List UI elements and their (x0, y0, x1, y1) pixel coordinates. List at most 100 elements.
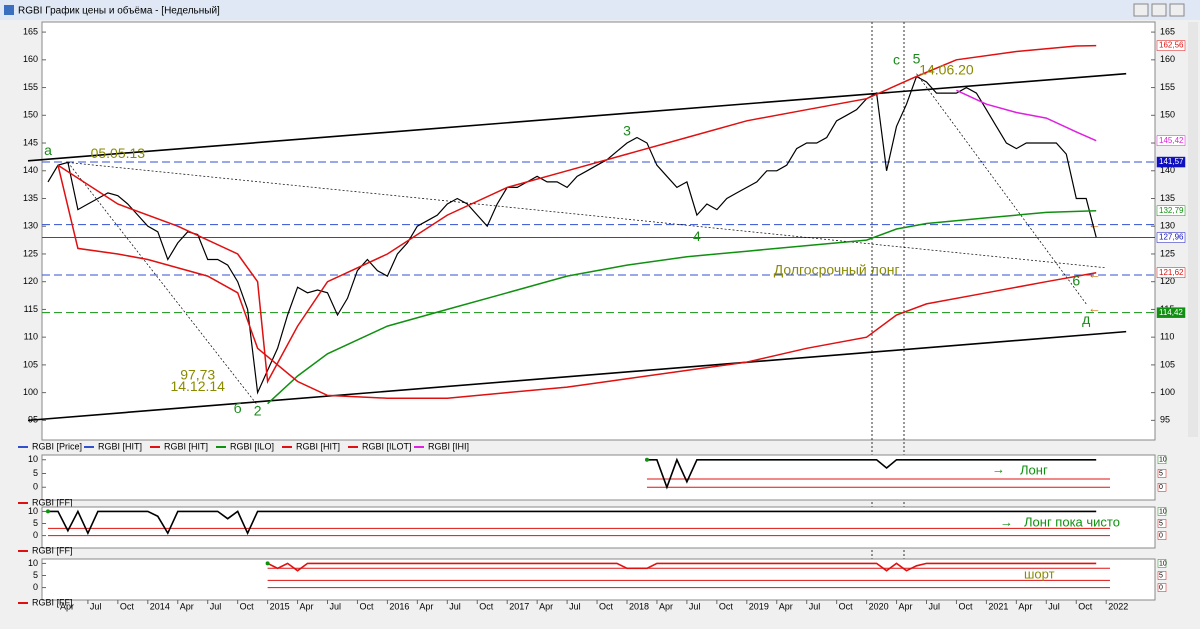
y-tick-label: 165 (23, 26, 38, 36)
y-tick-label: 135 (1160, 193, 1175, 203)
x-tick-label: Jul (809, 601, 821, 611)
value-box-label: 0 (1159, 584, 1163, 591)
y-tick-label: 155 (1160, 82, 1175, 92)
annotation: а (44, 142, 52, 158)
value-box (1157, 507, 1167, 516)
x-tick-label: Oct (120, 601, 135, 611)
x-tick-label: 2022 (1108, 601, 1128, 611)
value-box-label: 0 (1159, 484, 1163, 491)
y-tick-label: 125 (23, 248, 38, 258)
x-tick-label: Apr (419, 601, 433, 611)
value-box-label: 5 (1159, 470, 1163, 477)
annotation: 97,73 (180, 367, 215, 383)
series-line (57, 165, 1097, 399)
x-tick-label: Oct (958, 601, 973, 611)
annotation: д (1082, 311, 1090, 327)
y-tick-label: 0 (33, 482, 38, 492)
x-tick-label: Oct (839, 601, 854, 611)
panel-label: шорт (1024, 566, 1055, 581)
x-tick-label: 2021 (988, 601, 1008, 611)
value-box (1157, 531, 1167, 540)
annotation: 5 (913, 51, 921, 67)
x-tick-label: Apr (659, 601, 673, 611)
y-tick-label: 120 (1160, 276, 1175, 286)
y-tick-label: 110 (1160, 332, 1174, 342)
x-tick-label: Apr (779, 601, 793, 611)
legend-label: RGBI [ILO] (230, 441, 274, 451)
value-box (1157, 583, 1167, 592)
y-tick-label: 5 (33, 518, 38, 528)
trend-line (27, 330, 1127, 422)
x-tick-label: Oct (1078, 601, 1093, 611)
trend-line (27, 72, 1127, 162)
main-panel (41, 21, 1156, 441)
price-label: 127,96 (1159, 233, 1184, 242)
x-tick-label: Apr (180, 601, 194, 611)
x-tick-label: Jul (330, 601, 342, 611)
annotation: с (893, 52, 900, 68)
x-tick-label: Oct (719, 601, 734, 611)
value-box (1157, 455, 1167, 464)
y-tick-label: 140 (23, 165, 38, 175)
value-box (1157, 519, 1167, 528)
y-tick-label: 165 (1160, 26, 1175, 36)
trend-line (67, 162, 258, 406)
annotation: 3 (623, 123, 631, 139)
price-label: 141,57 (1159, 157, 1184, 166)
value-box-label: 5 (1159, 520, 1163, 527)
value-box (1157, 571, 1167, 580)
value-box (1157, 483, 1167, 492)
start-dot (644, 457, 649, 462)
legend-label: RGBI [FF] (32, 545, 73, 555)
series-line (267, 562, 1097, 572)
window-title: RGBI График цены и объёма - [Недельный] (18, 5, 220, 17)
window-buttons[interactable] (1133, 3, 1185, 17)
series-line (956, 89, 1097, 142)
price-label-bg (1156, 267, 1186, 278)
y-tick-label: 125 (1160, 248, 1175, 258)
x-tick-label: Jul (210, 601, 222, 611)
x-tick-label: 2017 (509, 601, 529, 611)
y-tick-label: 150 (1160, 110, 1175, 120)
x-tick-label: Oct (479, 601, 494, 611)
y-tick-label: 110 (24, 332, 38, 342)
value-box-label: 10 (1159, 457, 1167, 464)
price-label: 121,62 (1159, 268, 1184, 277)
legend-label: RGBI [Price] (32, 441, 82, 451)
price-label-bg (1156, 307, 1186, 318)
legend-label: RGBI [HIT] (164, 441, 208, 451)
scrollbar[interactable] (1188, 22, 1198, 437)
x-tick-label: Oct (599, 601, 614, 611)
annotation: 14.06.20 (919, 62, 974, 78)
x-tick-label: Jul (929, 601, 941, 611)
x-tick-label: 2014 (150, 601, 170, 611)
price-label: 132,79 (1159, 206, 1184, 215)
x-tick-label: 2018 (629, 601, 649, 611)
x-tick-label: Jul (569, 601, 581, 611)
x-tick-label: Apr (539, 601, 553, 611)
y-tick-label: 160 (23, 54, 38, 64)
price-label-bg (1156, 205, 1186, 217)
annotation: Долгосрочный лонг (774, 261, 900, 277)
annotation: 14.12.14 (170, 378, 225, 394)
price-label: 162,56 (1159, 41, 1184, 50)
x-tick-label: Oct (240, 601, 255, 611)
annotation: 2 (254, 403, 262, 419)
y-tick-label: 130 (1160, 221, 1175, 231)
y-tick-label: 100 (1160, 387, 1175, 397)
start-dot (265, 561, 270, 566)
arrow: → (1000, 514, 1013, 529)
y-tick-label: 140 (1160, 165, 1175, 175)
y-tick-label: 105 (23, 359, 38, 369)
start-dot (45, 509, 50, 514)
y-tick-label: 120 (23, 276, 38, 286)
y-tick-label: 10 (28, 454, 38, 464)
value-box (1157, 559, 1167, 568)
x-tick-label: Jul (1048, 601, 1060, 611)
y-tick-label: 5 (33, 468, 38, 478)
price-label-bg (1156, 40, 1186, 51)
x-tick-label: Apr (1018, 601, 1032, 611)
legend-label: RGBI [IHI] (428, 441, 469, 451)
price-label: 145,42 (1159, 136, 1184, 145)
legend-label: RGBI [ILOT] (362, 441, 412, 451)
